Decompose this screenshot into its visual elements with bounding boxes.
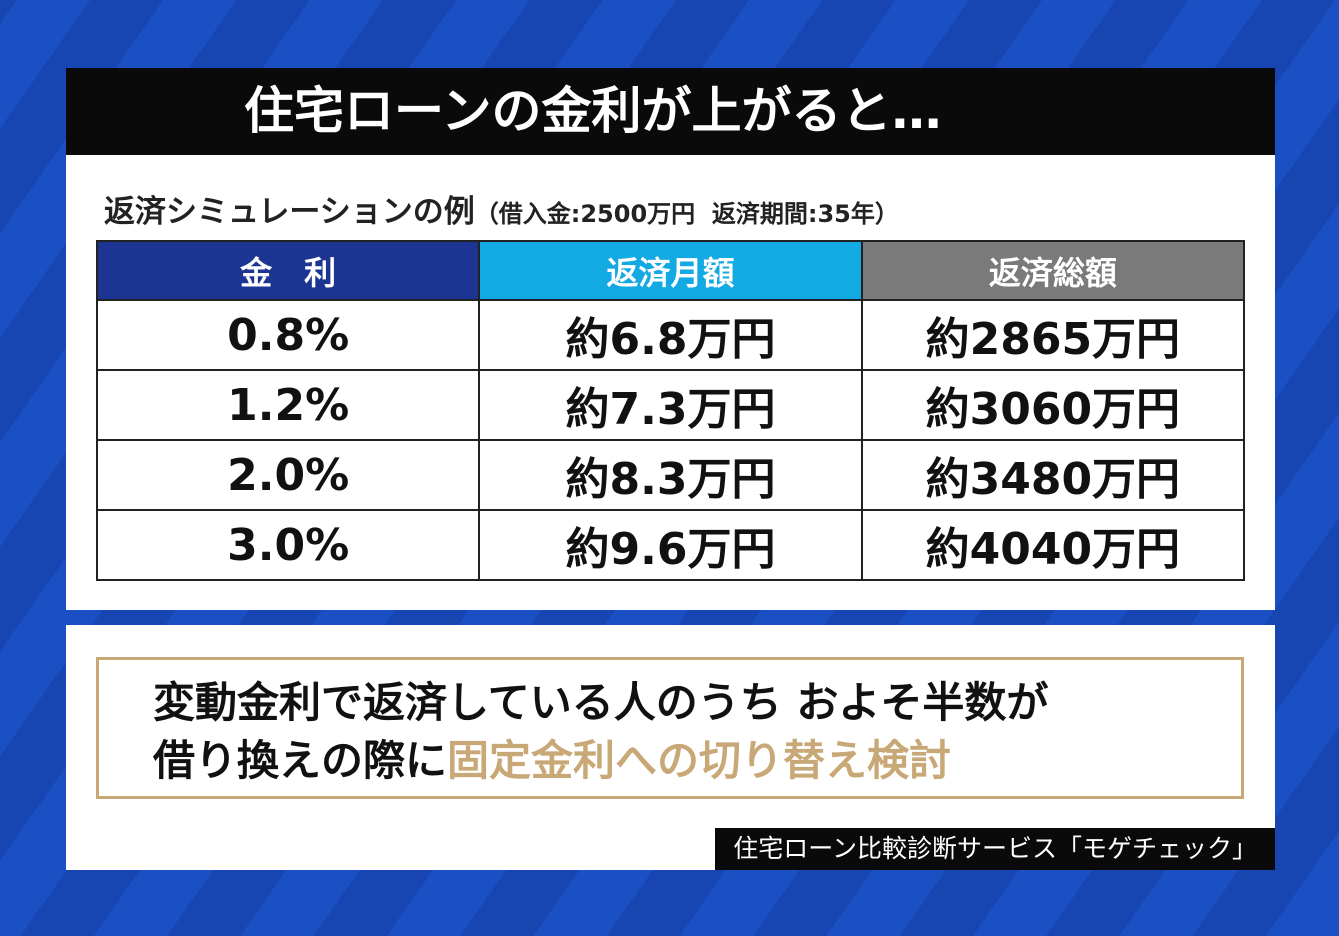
note-highlight: 固定金利への切り替え検討 [447, 736, 952, 785]
table-row: 3.0% 約9.6万円 約4040万円 [95, 509, 1246, 581]
table-cell: 0.8% [95, 299, 481, 371]
table-row: 2.0% 約8.3万円 約3480万円 [95, 439, 1246, 511]
table: 金 利返済月額 返済総額 0.8% 約6.8万円 約2865万円 1.2% 約7.3万円 約3… [95, 240, 1246, 581]
table-cell: 約7.3万円 [478, 369, 863, 441]
table-cell: 2.0% [95, 439, 481, 511]
title: 住宅ローンの金利が上がると… [66, 68, 1275, 155]
table-body: 0.8% 約6.8万円 約2865万円 1.2% 約7.3万円 約3060万円 2.0% 約8… [95, 299, 1246, 581]
column-header: 返済月額 [478, 240, 863, 301]
column-header: 返済総額 [860, 240, 1246, 301]
table-cell: 約3060万円 [860, 369, 1246, 441]
note-panel: 変動金利で返済している人のうち およそ半数が 借り換えの際に固定金利への切り替え… [66, 625, 1275, 870]
table-cell: 約3480万円 [860, 439, 1246, 511]
main-panel: 住宅ローンの金利が上がると… 返済シミュレーションの例（借入金:2500万円 返… [66, 68, 1275, 610]
source: 住宅ローン比較診断サービス「モゲチェック」 [715, 828, 1275, 870]
table-cell: 約6.8万円 [478, 299, 863, 371]
table-cell: 約2865万円 [860, 299, 1246, 371]
note-text: 借り換えの際に [153, 736, 448, 785]
table-cell: 約4040万円 [860, 509, 1246, 581]
header-row: 金 利返済月額 返済総額 [95, 240, 1246, 301]
table-cell: 約9.6万円 [478, 509, 863, 581]
note-line: 借り換えの際に固定金利への切り替え検討 [153, 732, 1241, 790]
table-row: 0.8% 約6.8万円 約2865万円 [95, 299, 1246, 371]
subtitle-note: （借入金:2500万円 返済期間:35年） [474, 200, 899, 228]
note-line: 変動金利で返済している人のうち およそ半数が [153, 678, 1049, 727]
note-box: 変動金利で返済している人のうち およそ半数が 借り換えの際に固定金利への切り替え… [96, 657, 1244, 799]
table-cell: 約8.3万円 [478, 439, 863, 511]
subtitle-main: 返済シミュレーションの例 [104, 194, 475, 230]
table-row: 1.2% 約7.3万円 約3060万円 [95, 369, 1246, 441]
subtitle: 返済シミュレーションの例（借入金:2500万円 返済期間:35年） [104, 186, 899, 231]
table-cell: 3.0% [95, 509, 481, 581]
table-cell: 1.2% [95, 369, 481, 441]
column-header: 金 利 [95, 240, 481, 301]
